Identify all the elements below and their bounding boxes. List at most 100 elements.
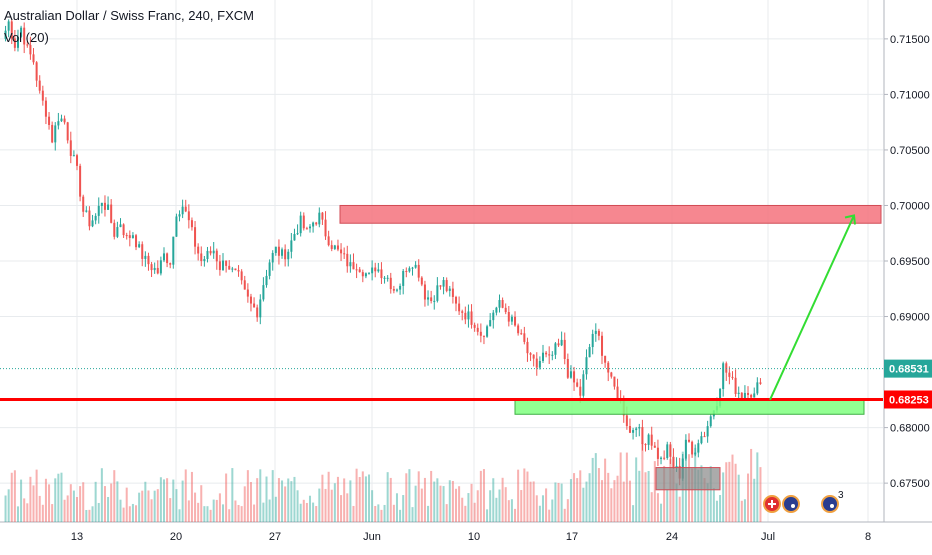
candle-body <box>321 212 324 220</box>
volume-bar <box>284 486 287 522</box>
candle-body <box>719 389 722 407</box>
volume-bar <box>287 478 290 522</box>
volume-bar <box>759 467 762 522</box>
volume-bar <box>399 509 402 522</box>
volume-bar <box>647 470 650 522</box>
volume-bar <box>48 484 51 522</box>
candle-body <box>638 427 641 429</box>
candle-body <box>44 100 47 117</box>
x-tick-label: Jun <box>363 531 381 543</box>
candle-body <box>265 275 268 286</box>
candle-body <box>116 227 119 237</box>
candle-body <box>650 434 653 446</box>
volume-bar <box>389 477 392 522</box>
candle-body <box>371 267 374 274</box>
volume-bar <box>178 509 181 522</box>
candle-body <box>405 271 408 273</box>
candle-body <box>203 259 206 262</box>
candle-body <box>579 386 582 396</box>
candle-body <box>20 27 23 37</box>
candle-body <box>287 251 290 260</box>
volume-bar <box>520 490 523 522</box>
candle-body <box>386 277 389 279</box>
volume-bar <box>13 470 16 522</box>
volume-bar <box>473 502 476 522</box>
volume-bar <box>243 486 246 522</box>
volume-bar <box>346 493 349 522</box>
candle-body <box>700 436 703 444</box>
volume-bar <box>234 500 237 522</box>
resistance-zone <box>339 204 882 224</box>
candle-body <box>69 140 72 156</box>
swiss-flag-icon[interactable] <box>763 495 781 513</box>
candle-body <box>29 44 32 55</box>
candle-body <box>75 155 79 166</box>
candle-body <box>336 245 339 250</box>
y-tick-label: 0.71500 <box>890 34 930 46</box>
candle-body <box>548 354 551 356</box>
volume-bar <box>386 472 389 522</box>
candle-body <box>402 271 405 286</box>
candle-body <box>731 376 734 378</box>
candle-body <box>554 343 557 355</box>
volume-bar <box>253 504 256 522</box>
volume-bar <box>489 490 492 522</box>
candle-body <box>284 249 287 260</box>
candle-body <box>747 392 750 395</box>
volume-bar <box>190 471 193 522</box>
volume-bar <box>181 480 184 522</box>
candle-body <box>442 280 445 287</box>
volume-bar <box>442 486 445 522</box>
candle-body <box>380 269 383 279</box>
candle-body <box>632 430 635 433</box>
volume-bar <box>138 492 141 522</box>
horizontal-level-tag <box>884 390 932 409</box>
volume-bar <box>197 502 200 522</box>
candle-body <box>411 267 414 269</box>
x-tick-label: 20 <box>170 531 182 543</box>
volume-bar <box>82 482 85 522</box>
volume-bar <box>523 468 526 522</box>
y-tick-label: 0.69000 <box>890 312 930 324</box>
australia-flag-icon[interactable] <box>782 495 800 513</box>
volume-bar <box>709 466 712 522</box>
volume-bar <box>582 487 585 522</box>
candle-body <box>141 244 144 259</box>
volume-bar <box>607 472 610 522</box>
australia-flag-icon[interactable] <box>821 495 839 513</box>
candle-body <box>103 202 106 210</box>
volume-bar <box>308 495 312 522</box>
candle-body <box>296 233 299 235</box>
candle-body <box>85 210 88 212</box>
candle-body <box>392 289 395 291</box>
candle-body <box>131 235 134 238</box>
candle-body <box>181 206 184 215</box>
candle-body <box>737 392 740 394</box>
candle-body <box>16 36 19 48</box>
volume-bar <box>128 506 131 522</box>
volume-bar <box>622 481 625 522</box>
volume-bar <box>545 488 548 522</box>
volume-bar <box>85 509 88 522</box>
volume-bar <box>675 483 678 522</box>
volume-bar <box>343 478 346 522</box>
candle-body <box>482 335 485 337</box>
volume-bar <box>144 481 147 522</box>
candle-body <box>107 204 110 210</box>
candle-body <box>532 354 535 359</box>
volume-bar <box>576 478 579 522</box>
candle-body <box>703 436 706 438</box>
volume-bar <box>451 480 454 522</box>
volume-bar <box>116 481 119 522</box>
candle-body <box>433 300 436 302</box>
candle-body <box>417 264 420 278</box>
volume-bar <box>601 480 604 522</box>
candle-body <box>551 354 554 356</box>
candle-body <box>753 393 756 398</box>
candle-body <box>274 246 277 253</box>
candle-body <box>473 324 476 328</box>
volume-bar <box>240 506 243 522</box>
volume-bar <box>728 461 731 522</box>
